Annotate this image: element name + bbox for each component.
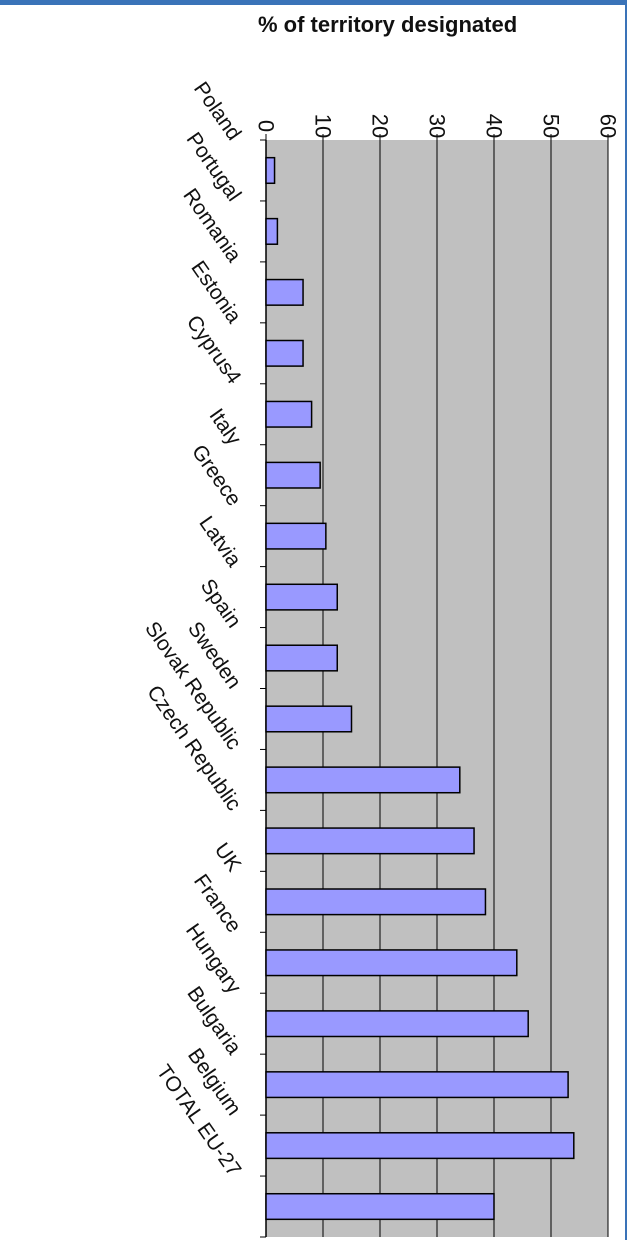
gridlines xyxy=(265,140,609,1237)
value-tick-label: 40 xyxy=(482,114,507,138)
bar-greece xyxy=(265,522,327,550)
value-tick-label: 30 xyxy=(425,114,450,138)
category-axis xyxy=(260,139,267,1238)
bar-czech-republic xyxy=(265,827,475,855)
bar-uk xyxy=(265,888,487,916)
category-label: Bulgaria xyxy=(182,982,245,1059)
bar-total-eu-27 xyxy=(265,1192,495,1221)
category-label: Hungary xyxy=(181,920,246,999)
bar-romania xyxy=(265,278,304,306)
bar-portugal xyxy=(265,217,279,245)
bar-slovak-republic xyxy=(265,766,461,794)
top-frame-border xyxy=(0,0,634,5)
value-tick-label: 10 xyxy=(311,114,336,138)
value-tick-label: 0 xyxy=(254,120,279,132)
bar-hungary xyxy=(265,1010,529,1038)
bars xyxy=(265,156,575,1221)
category-label: Italy xyxy=(204,405,245,450)
value-tick-label: 50 xyxy=(539,114,564,138)
category-label: Cyprus4 xyxy=(182,311,246,389)
value-tick-label: 60 xyxy=(596,114,621,138)
category-label: Greece xyxy=(187,441,245,511)
bar-bulgaria xyxy=(265,1071,569,1099)
bar-spain xyxy=(265,644,338,672)
category-label: UK xyxy=(210,839,246,876)
category-labels: PolandPortugalRomaniaEstoniaCyprus4Italy… xyxy=(140,78,246,1181)
bar-estonia xyxy=(265,339,304,367)
bar-poland xyxy=(265,156,276,185)
right-frame-border xyxy=(625,0,634,1240)
chart-title: % of territory designated xyxy=(258,12,518,37)
value-tick-label: 20 xyxy=(368,114,393,138)
bar-belgium xyxy=(265,1132,575,1160)
bar-latvia xyxy=(265,583,338,611)
bar-italy xyxy=(265,461,321,489)
value-axis-ticks: 0 10 20 30 40 50 60 xyxy=(254,114,621,140)
bar-france xyxy=(265,949,518,977)
bar-cyprus4 xyxy=(265,400,313,428)
category-label: Latvia xyxy=(194,512,245,571)
bar-sweden xyxy=(265,705,353,733)
